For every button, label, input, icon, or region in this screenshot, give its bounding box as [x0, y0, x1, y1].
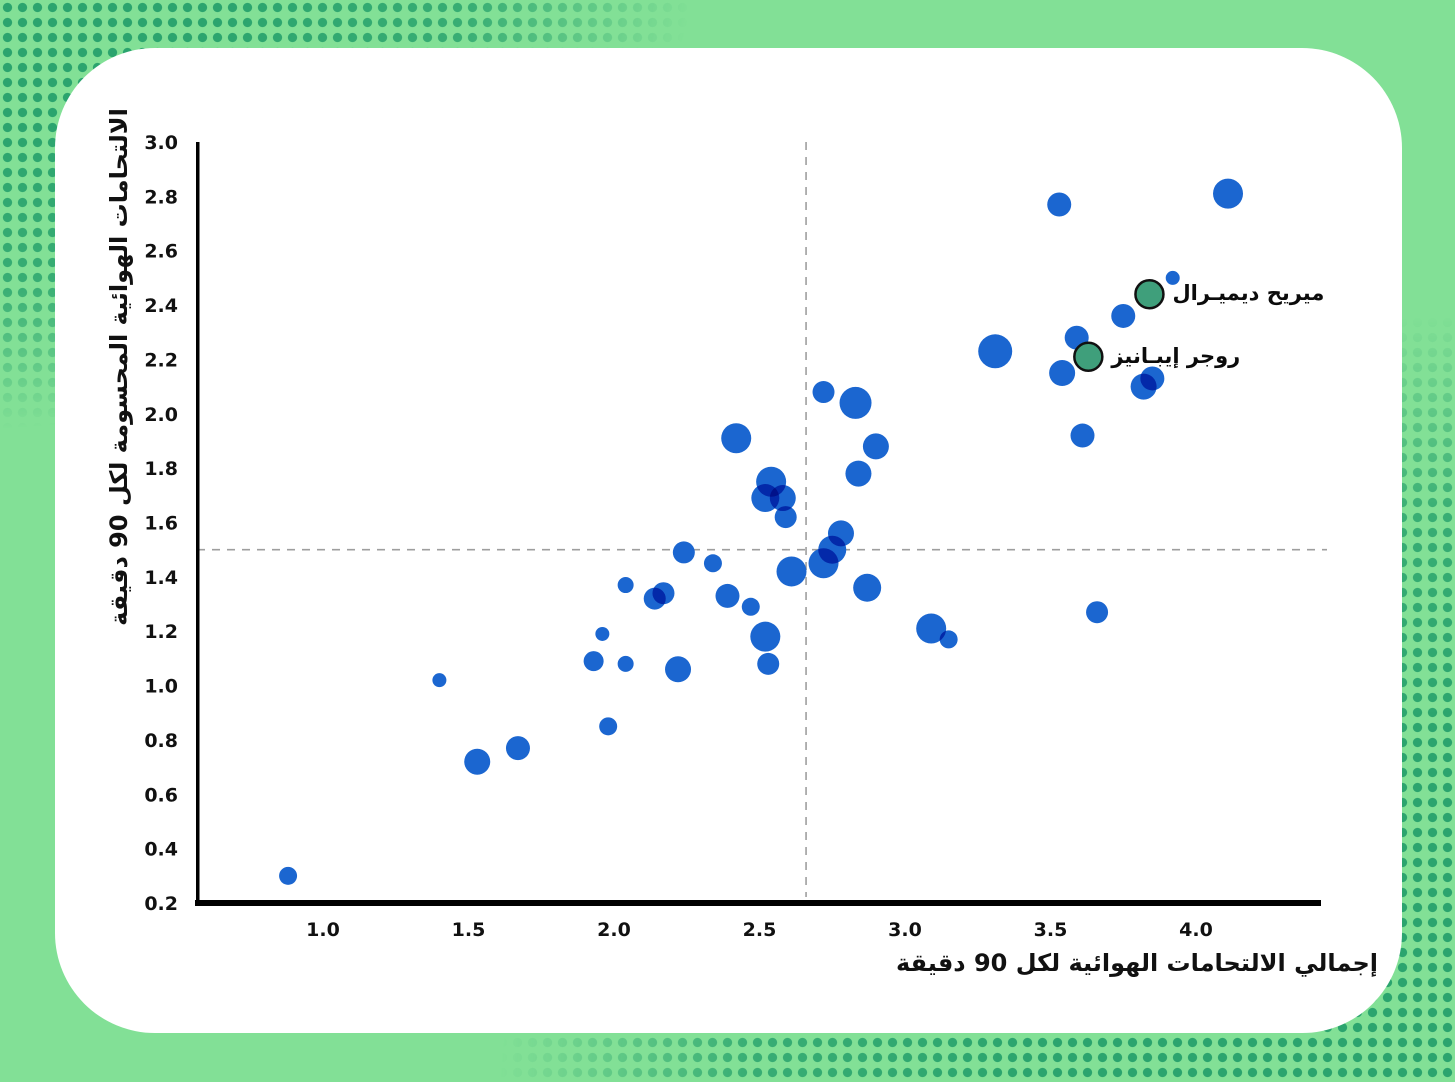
x-axis-title: إجمالي الالتحامات الهوائية لكل 90 دقيقة: [895, 949, 1379, 977]
player-label: روجر إيبـانيز: [1111, 343, 1241, 368]
chart-card: [55, 48, 1402, 1033]
player-label: ميريح ديميـرال: [1172, 281, 1325, 306]
y-axis-title: الالتحامات الهوائية المحسومة لكل 90 دقيق…: [105, 108, 133, 626]
